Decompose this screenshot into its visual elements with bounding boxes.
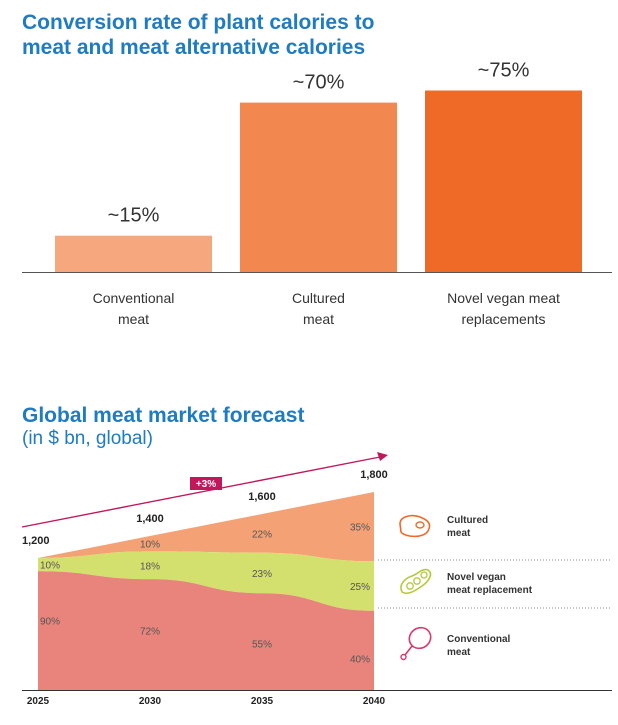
chart-2-subtitle: (in $ bn, global) [22, 428, 153, 449]
area-conventional-meat [38, 571, 374, 690]
bar-category-label: Conventional [93, 290, 175, 306]
growth-arrow-line [21, 456, 381, 528]
soybean-bean [413, 577, 421, 585]
steak-icon [399, 514, 431, 538]
soybean-bean [420, 571, 428, 579]
year-label: 2025 [27, 696, 50, 707]
legend-label: Conventional [447, 634, 511, 645]
conventional-share-label: 90% [40, 617, 60, 628]
bar-category-label: replacements [461, 311, 545, 327]
conventional-share-label: 55% [252, 640, 272, 651]
total-label: 1,600 [248, 491, 276, 503]
growth-label: +3% [196, 479, 216, 490]
growth-arrow-head [377, 452, 388, 461]
bar-value-label: ~75% [478, 60, 530, 82]
chart-1-title-line-2: meat and meat alternative calories [22, 36, 366, 59]
conventional-share-label: 72% [140, 627, 160, 638]
bar [55, 235, 212, 272]
bar-category-label: Novel vegan meat [447, 290, 560, 306]
bar-value-label: ~70% [293, 72, 345, 94]
conventional-share-label: 40% [350, 654, 370, 665]
area-cultured-meat [38, 492, 374, 562]
legend-label: meat replacement [447, 585, 533, 596]
year-label: 2040 [363, 696, 386, 707]
year-label: 2035 [251, 696, 274, 707]
drumstick-meat [408, 626, 432, 650]
total-label: 1,800 [360, 469, 388, 481]
soybean-icon [400, 568, 432, 595]
steak-outline [399, 514, 431, 538]
chart-2-title: Global meat market forecast [22, 404, 305, 427]
cultured-share-label: 22% [252, 529, 272, 540]
soybean-bean [406, 582, 414, 590]
bar [425, 90, 582, 272]
drumstick-bone [404, 645, 413, 656]
vegan-share-label: 18% [140, 561, 160, 572]
bar [240, 102, 397, 272]
steak-bone [415, 521, 425, 529]
legend-label: meat [447, 647, 471, 658]
bar-category-label: Cultured [292, 290, 345, 306]
area-vegan-meat [38, 551, 374, 611]
bar-category-label: meat [118, 311, 149, 327]
drumstick-knob [400, 653, 407, 661]
legend-label: meat [447, 528, 471, 539]
bar-category-label: meat [303, 311, 334, 327]
chart-1-title: Conversion rate of plant calories to mea… [22, 10, 374, 60]
vegan-share-label: 25% [350, 582, 370, 593]
soybean-pod [400, 568, 432, 595]
bar-value-label: ~15% [108, 205, 160, 227]
chart-1-title-line-1: Conversion rate of plant calories to [22, 11, 375, 34]
year-label: 2030 [139, 696, 162, 707]
cultured-share-label: 35% [350, 523, 370, 534]
vegan-share-label: 23% [252, 569, 272, 580]
legend-label: Cultured [447, 515, 488, 526]
legend-label: Novel vegan [447, 572, 506, 583]
drumstick-icon [400, 626, 432, 661]
total-label: 1,200 [22, 535, 50, 547]
vegan-share-label: 10% [40, 561, 60, 572]
total-label: 1,400 [136, 513, 164, 525]
cultured-share-label: 10% [140, 540, 160, 551]
growth-badge [190, 477, 222, 490]
